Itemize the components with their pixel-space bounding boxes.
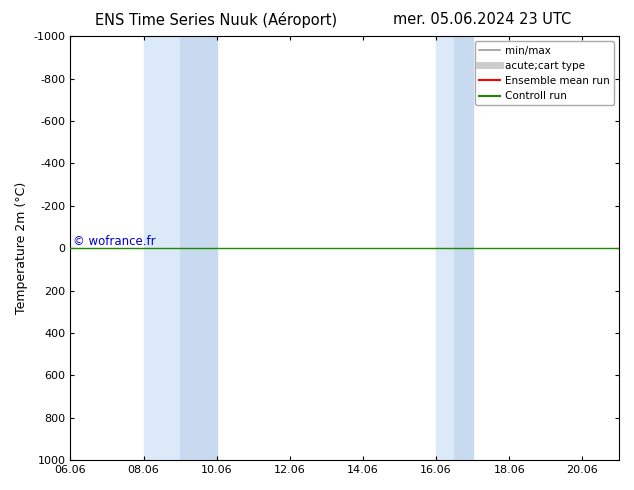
Bar (143, 36, 180, 460)
Text: ENS Time Series Nuuk (Aéroport): ENS Time Series Nuuk (Aéroport) (95, 12, 337, 28)
Legend: min/max, acute;cart type, Ensemble mean run, Controll run: min/max, acute;cart type, Ensemble mean … (475, 41, 614, 105)
Text: © wofrance.fr: © wofrance.fr (73, 235, 156, 248)
Y-axis label: Temperature 2m (°C): Temperature 2m (°C) (15, 182, 28, 314)
Bar (436, 36, 455, 460)
Bar (180, 36, 217, 460)
Bar (455, 36, 473, 460)
Text: mer. 05.06.2024 23 UTC: mer. 05.06.2024 23 UTC (393, 12, 571, 27)
